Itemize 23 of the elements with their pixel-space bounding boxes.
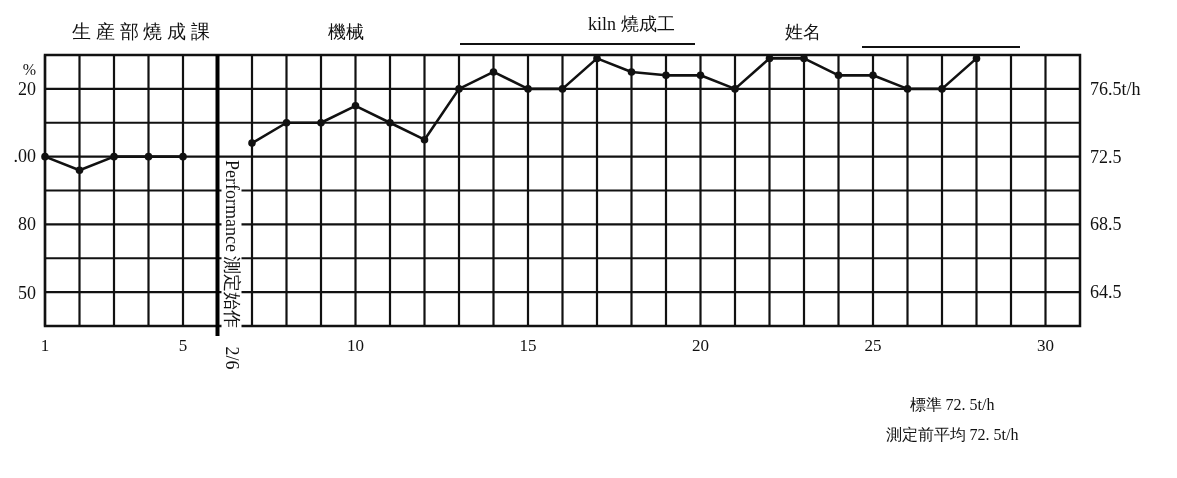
text: 機械 (328, 22, 364, 42)
text: 姓名 (785, 22, 821, 42)
x-tick-label: 15 (519, 336, 537, 355)
y2-tick-label: 68.5 (1090, 214, 1122, 235)
y2-tick-label: 76.5t/h (1090, 78, 1141, 99)
text: kiln 燒成工 (588, 14, 675, 34)
text: 80 (18, 214, 36, 234)
y2-tick-label: 64.5 (1090, 282, 1122, 303)
text: 生 産 部 燒 成 課 (72, 21, 210, 42)
text: 20 (18, 79, 36, 99)
x-tick-label: 20 (692, 336, 709, 355)
y2-tick-label: 72.5 (1090, 146, 1122, 167)
x-tick-label: 30 (1037, 336, 1054, 355)
text: 50 (18, 283, 36, 303)
text: .00 (13, 146, 36, 166)
text: 測定前平均 72. 5t/h (885, 426, 1019, 443)
ref-line-label: Performance 測定始作 2/6 (221, 160, 242, 370)
x-tick-label: 10 (347, 336, 364, 355)
text: 標準 72. 5t/h (909, 396, 995, 413)
x-tick-label: 25 (864, 336, 882, 355)
text: % (22, 61, 36, 78)
x-tick-label: 5 (178, 336, 188, 355)
x-tick-label: 1 (40, 336, 50, 355)
